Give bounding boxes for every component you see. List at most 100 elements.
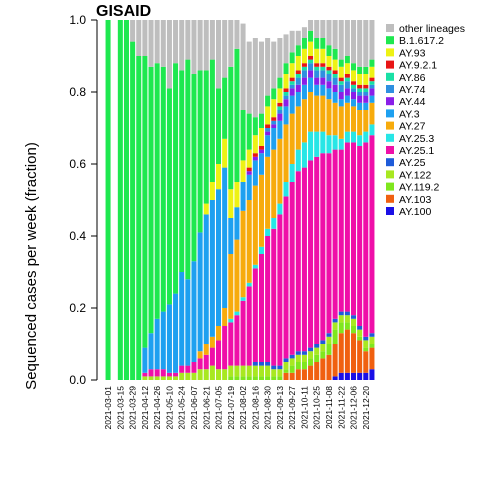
bar-segment [234, 239, 240, 312]
bar-segment [338, 92, 344, 100]
bar-segment [258, 365, 264, 377]
bar-segment [277, 77, 283, 89]
legend-swatch [386, 72, 394, 81]
bar-segment [320, 351, 326, 359]
bar-segment [234, 20, 240, 49]
bar-segment [363, 351, 369, 373]
bar-segment [320, 66, 326, 71]
bar-segment [332, 20, 338, 49]
x-tick-label: 2021-08-16 [250, 386, 260, 430]
bar-segment [209, 200, 215, 337]
bar-segment [277, 369, 283, 377]
bar-segment [277, 110, 283, 114]
x-tick-label: 2021-09-27 [287, 386, 297, 430]
bar-segment [363, 142, 369, 337]
bar-segment [277, 102, 283, 107]
bar-segment [252, 156, 258, 161]
bar-segment [338, 138, 344, 150]
bar-segment [295, 30, 301, 46]
bar-segment [301, 84, 307, 100]
legend-label: AY.74 [399, 84, 426, 96]
bar-segment [148, 66, 154, 334]
bar-segment [338, 106, 344, 139]
bar-segment [314, 84, 320, 96]
bar-segment [154, 20, 160, 64]
bar-segment [351, 131, 357, 143]
bar-segment [283, 196, 289, 359]
bar-segment [351, 333, 357, 373]
bar-segment [148, 20, 154, 67]
bar-segment [332, 102, 338, 136]
bar-segment [308, 131, 314, 161]
bar-segment [173, 372, 179, 377]
bar-segment [265, 131, 271, 136]
bar-segment [222, 20, 228, 78]
bar-segment [283, 358, 289, 362]
bar-segment [271, 99, 277, 118]
bar-segment [265, 124, 271, 128]
bar-segment [246, 41, 252, 114]
bar-segment [228, 66, 234, 190]
bar-segment [301, 142, 307, 168]
legend-swatch [386, 158, 394, 167]
bar-segment [295, 74, 301, 78]
bar-segment [265, 128, 271, 132]
bar-segment [197, 369, 203, 380]
bar-segment [351, 372, 357, 380]
bar-segment [308, 30, 314, 42]
bar-segment [234, 365, 240, 377]
bar-segment [283, 63, 289, 74]
y-tick-label: 0.6 [69, 157, 86, 171]
bar-segment [203, 20, 209, 71]
bar-segment [148, 369, 154, 377]
bar-segment [246, 282, 252, 287]
bar-segment [351, 92, 357, 100]
bar-segment [203, 344, 209, 355]
bar-segment [308, 77, 314, 92]
bar-segment [338, 81, 344, 85]
bar-segment [357, 372, 363, 380]
bar-segment [295, 92, 301, 107]
bar-segment [357, 88, 363, 92]
bar-segment [160, 369, 166, 377]
bar-segment [258, 149, 264, 154]
bar-segment [240, 297, 246, 301]
bar-segment [277, 38, 283, 78]
x-tick-label: 2021-11-08 [324, 386, 334, 429]
legend-swatch [386, 146, 394, 154]
bar-segment [271, 128, 277, 150]
bar-segment [338, 77, 344, 82]
bar-segment [369, 88, 375, 96]
bar-segment [314, 38, 320, 49]
bar-segment [289, 372, 295, 380]
bar-segment [179, 372, 185, 380]
legend-swatch [386, 36, 394, 45]
bar-segment [154, 63, 160, 319]
bar-segment [332, 70, 338, 74]
bar-segment [320, 340, 326, 344]
bar-segment [185, 365, 191, 373]
bar-segment [314, 95, 320, 132]
bar-segment [142, 372, 148, 377]
bar-segment [289, 182, 295, 355]
bar-segment [289, 365, 295, 373]
bar-segment [277, 138, 283, 204]
bar-segment [203, 354, 209, 370]
bar-segment [252, 365, 258, 377]
bar-segment [246, 365, 252, 377]
bar-segment [265, 228, 271, 236]
bar-segment [326, 336, 332, 344]
bar-segment [332, 318, 338, 323]
bar-segment [320, 153, 326, 341]
bar-segment [271, 41, 277, 89]
bar-segment [234, 376, 240, 380]
bar-segment [363, 336, 369, 341]
bar-segment [344, 322, 350, 330]
bar-segment [332, 322, 338, 330]
y-tick-label: 0.8 [69, 85, 86, 99]
bar-segment [234, 207, 240, 240]
x-tick-label: 2021-10-11 [299, 386, 309, 429]
y-tick-label: 1.0 [69, 13, 86, 27]
bar-segment [240, 182, 246, 211]
bar-segment [209, 59, 215, 182]
